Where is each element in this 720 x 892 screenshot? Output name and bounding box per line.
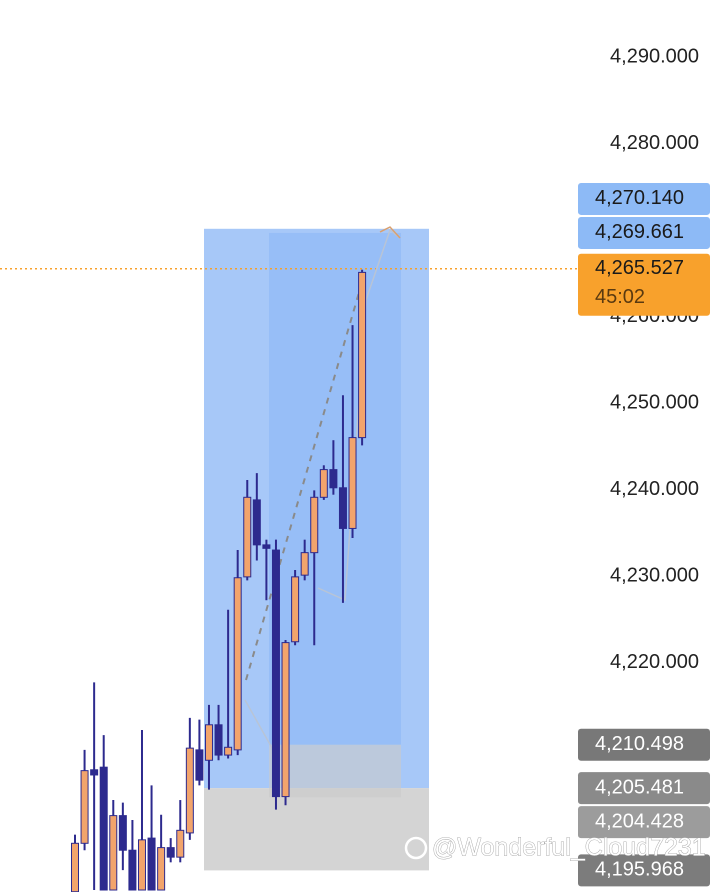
candle-body — [271, 549, 280, 798]
candle-body — [80, 770, 89, 844]
candle-body — [195, 749, 204, 781]
candle-body — [109, 815, 118, 891]
price-badge — [578, 182, 710, 215]
y-tick-label: 4,230.000 — [610, 564, 699, 586]
candle-body — [166, 847, 175, 858]
candle-body — [137, 839, 146, 891]
countdown-label: 45:02 — [595, 286, 645, 308]
price-badge — [578, 728, 710, 761]
candle-body — [291, 576, 300, 643]
y-tick-label: 4,220.000 — [610, 651, 699, 673]
price-badge — [578, 216, 710, 249]
candle-body — [300, 552, 309, 576]
zone — [204, 788, 429, 871]
candle-body — [319, 469, 328, 498]
candle-body — [329, 469, 338, 489]
y-tick-label: 4,240.000 — [610, 478, 699, 500]
candle-body — [358, 271, 367, 439]
price-badge-label: 4,269.661 — [595, 221, 684, 243]
price-badge-label: 4,204.428 — [595, 810, 684, 832]
candle-body — [204, 724, 213, 761]
price-badge-label: 4,195.968 — [595, 859, 684, 881]
watermark: @Wonderful_Cloud7231 — [404, 833, 706, 862]
candle-body — [185, 747, 194, 834]
candle-body — [118, 815, 127, 851]
candle-body — [157, 847, 166, 891]
candle-body — [128, 849, 137, 891]
candle-body — [338, 487, 347, 529]
candle-body — [281, 642, 290, 798]
candle-body — [90, 769, 99, 776]
arrow-head — [379, 226, 401, 239]
y-tick-label: 4,250.000 — [610, 391, 699, 413]
candle-body — [310, 496, 319, 554]
price-badge-label: 4,270.140 — [595, 187, 684, 209]
price-badge — [578, 772, 710, 805]
candle-body — [71, 842, 79, 892]
zone — [269, 744, 401, 798]
watermark-icon — [404, 836, 428, 860]
candle-body — [262, 544, 271, 549]
price-axis: 4,290.0004,280.0004,260.0004,250.0004,24… — [610, 45, 699, 673]
candle-body — [348, 437, 357, 529]
price-badge-label: 4,265.527 — [595, 257, 684, 279]
y-tick-label: 4,280.000 — [610, 132, 699, 154]
y-tick-label: 4,290.000 — [610, 45, 699, 67]
candle-body — [224, 746, 233, 756]
candle-body — [233, 577, 242, 751]
price-badge — [578, 253, 710, 316]
candle-body — [214, 724, 223, 756]
price-badges: 4,270.140 4,269.661 4,265.527 45:02 4,210.49… — [578, 182, 710, 887]
price-badge — [578, 854, 710, 887]
watermark-text: @Wonderful_Cloud7231 — [432, 834, 706, 862]
candle-body — [176, 829, 185, 858]
candle-body — [99, 766, 108, 891]
price-badge-label: 4,210.498 — [595, 733, 684, 755]
candles — [71, 269, 367, 892]
zone — [269, 232, 401, 745]
price-badge — [578, 806, 710, 839]
candle-body — [252, 499, 261, 546]
candle-body — [147, 837, 156, 891]
candle-body — [243, 496, 252, 578]
price-badge-label: 4,205.481 — [595, 776, 684, 798]
